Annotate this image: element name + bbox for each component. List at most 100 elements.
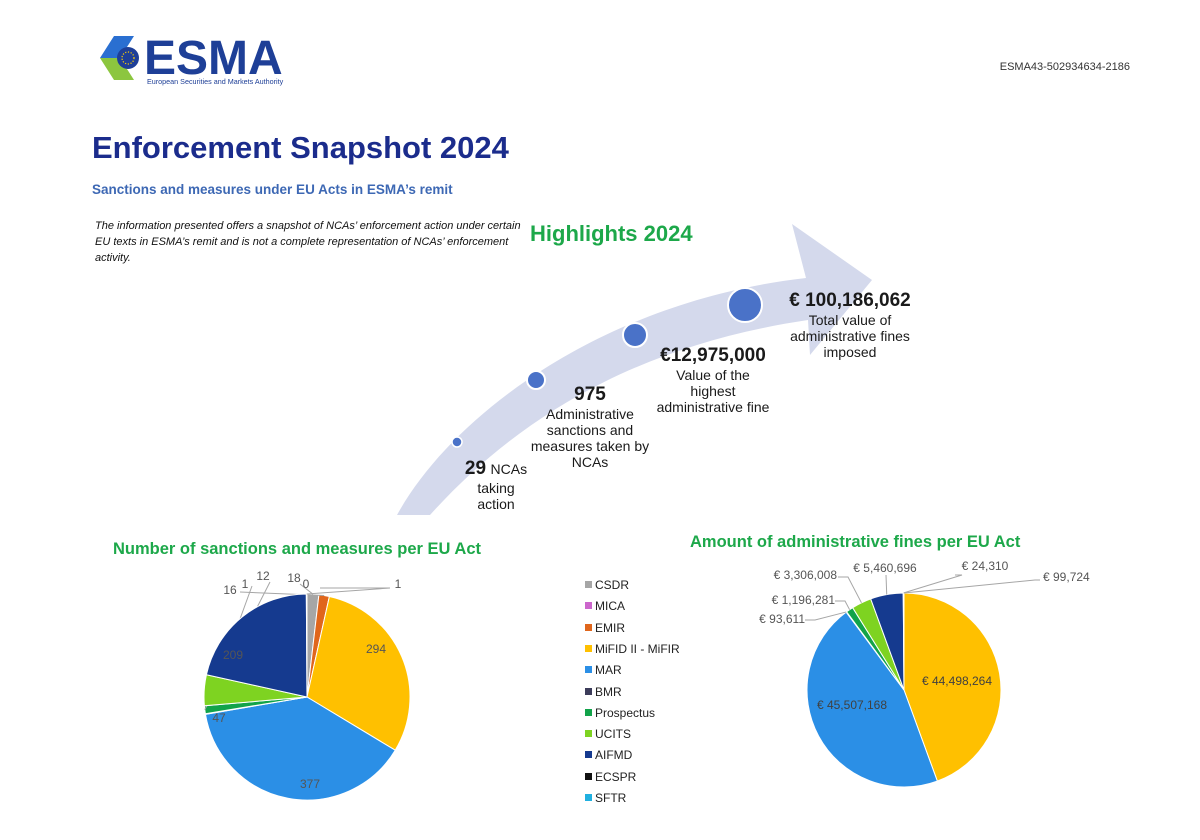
legend-swatch bbox=[585, 602, 592, 610]
highlight-total-fines-label: imposed bbox=[823, 344, 877, 360]
highlight-highest-fine-value: €12,975,000 bbox=[660, 345, 766, 366]
legend-swatch bbox=[585, 794, 592, 801]
highlight-sanctions-label: sanctions and bbox=[546, 422, 634, 438]
pie-leader-line bbox=[885, 574, 888, 595]
pie-data-label-bmr: 1 bbox=[242, 577, 249, 591]
pie-data-label-csdr: 18 bbox=[287, 571, 301, 585]
pie-slice-aifmd bbox=[205, 593, 308, 698]
pie-data-label-prospectus: 12 bbox=[256, 569, 270, 583]
legend-item-prospectus: Prospectus bbox=[585, 706, 655, 722]
legend-label: ECSPR bbox=[595, 769, 637, 784]
legend-item-ucits: UCITS bbox=[585, 727, 631, 743]
pie-data-label-aifmd: 209 bbox=[223, 648, 243, 662]
legend-item-csdr: CSDR bbox=[585, 578, 629, 594]
pie-leader-line bbox=[838, 576, 862, 604]
legend-label: EMIR bbox=[595, 620, 625, 635]
pie-data-label-mar: € 45,507,168 bbox=[817, 698, 887, 712]
legend-swatch bbox=[585, 581, 592, 588]
highlight-sanctions-label: Administrative bbox=[546, 406, 634, 422]
pie-slice-mar bbox=[204, 696, 396, 801]
highlight-highest-fine-label: administrative fine bbox=[656, 399, 770, 415]
legend-item-mifid-ii-mifir: MiFID II - MiFIR bbox=[585, 642, 680, 658]
highlight-dot-3 bbox=[622, 322, 648, 348]
highlight-ncas: 29 NCAs taking action bbox=[446, 458, 546, 512]
legend-item-bmr: BMR bbox=[585, 685, 622, 701]
pie-data-label-emir: 16 bbox=[223, 583, 237, 597]
pie-data-label-prospectus: € 1,196,281 bbox=[772, 593, 836, 607]
highlight-highest-fine: €12,975,000 Value of the highest adminis… bbox=[638, 345, 788, 415]
pie-data-label-sftr: 1 bbox=[395, 577, 402, 591]
pie-data-label-sftr: € 99,724 bbox=[1043, 570, 1090, 584]
page-subtitle: Sanctions and measures under EU Acts in … bbox=[92, 182, 453, 197]
highlight-highest-fine-label: highest bbox=[690, 383, 736, 399]
legend-label: AIFMD bbox=[595, 748, 633, 763]
highlight-dot-1 bbox=[451, 436, 463, 448]
logo-name: ESMA bbox=[144, 32, 283, 85]
highlight-sanctions-value: 975 bbox=[574, 384, 606, 405]
legend-label: MICA bbox=[595, 599, 625, 614]
legend-label: Prospectus bbox=[595, 705, 656, 720]
pie-slice-mifid-ii-mifir bbox=[903, 592, 1002, 782]
chart-sanctions-title: Number of sanctions and measures per EU … bbox=[113, 540, 481, 558]
highlight-highest-fine-label: Value of the bbox=[676, 367, 750, 383]
pie-data-label-mar: 377 bbox=[300, 777, 320, 791]
highlight-sanctions: 975 Administrative sanctions and measure… bbox=[515, 384, 665, 470]
pie-data-label-ucits: 47 bbox=[212, 711, 226, 725]
legend-label: UCITS bbox=[595, 727, 631, 742]
legend-label: CSDR bbox=[595, 578, 630, 592]
legend-item-aifmd: AIFMD bbox=[585, 748, 632, 764]
logo-subtitle: European Securities and Markets Authorit… bbox=[147, 77, 284, 86]
legend-swatch bbox=[585, 623, 592, 631]
legend-item-sftr: SFTR bbox=[585, 791, 626, 807]
highlight-ncas-label: taking bbox=[477, 480, 515, 496]
highlight-ncas-label: NCAs bbox=[490, 461, 528, 477]
pie-slice-mar bbox=[806, 611, 938, 788]
disclaimer-text: The information presented offers a snaps… bbox=[95, 220, 521, 264]
legend-item-mar: MAR bbox=[585, 663, 622, 679]
pie-data-label-ecspr: € 24,310 bbox=[962, 559, 1009, 573]
pie-data-label-bmr: € 93,611 bbox=[759, 612, 805, 626]
legend-label: MAR bbox=[595, 663, 622, 678]
highlight-total-fines: € 100,186,062 Total value of administrat… bbox=[770, 290, 930, 360]
pie-leader-line bbox=[239, 591, 325, 596]
legend-item-ecspr: ECSPR bbox=[585, 770, 636, 786]
pie-leader-line bbox=[805, 611, 847, 621]
highlight-sanctions-label: NCAs bbox=[571, 454, 609, 470]
highlight-ncas-value: 29 bbox=[464, 458, 487, 479]
esma-logo: ESMA European Securities and Markets Aut… bbox=[100, 32, 284, 86]
legend-label: BMR bbox=[595, 684, 622, 699]
legend-swatch bbox=[585, 666, 592, 674]
highlights-title: Highlights 2024 bbox=[530, 221, 693, 246]
legend-swatch bbox=[585, 644, 592, 652]
esma-logo-mark bbox=[100, 36, 139, 80]
legend-item-emir: EMIR bbox=[585, 621, 625, 637]
highlight-total-fines-label: administrative fines bbox=[790, 328, 910, 344]
pie-data-label-mica: 0 bbox=[303, 577, 310, 591]
highlight-dot-4 bbox=[727, 287, 763, 323]
pie-leader-line bbox=[903, 579, 1040, 594]
legend-swatch bbox=[585, 730, 592, 738]
pie-data-label-aifmd: € 5,460,696 bbox=[853, 561, 917, 575]
pie-data-label-mifid-ii-mifir: € 44,498,264 bbox=[922, 674, 992, 688]
page-title: Enforcement Snapshot 2024 bbox=[92, 130, 509, 165]
pie-data-label-mifid-ii-mifir: 294 bbox=[366, 642, 386, 656]
legend-swatch bbox=[585, 708, 592, 716]
pie-leader-line bbox=[306, 587, 391, 595]
highlight-ncas-label: action bbox=[477, 496, 515, 512]
pie-slice-sftr bbox=[902, 592, 905, 691]
legend-item-mica: MICA bbox=[585, 599, 625, 615]
highlight-total-fines-value: € 100,186,062 bbox=[789, 290, 911, 311]
pie-slice-mifid-ii-mifir bbox=[306, 595, 411, 751]
pie-data-label-ucits: € 3,306,008 bbox=[774, 568, 838, 582]
legend-label: MiFID II - MiFIR bbox=[595, 641, 680, 656]
legend-label: SFTR bbox=[595, 791, 627, 805]
highlight-sanctions-label: measures taken by bbox=[530, 438, 650, 454]
highlight-dot-2 bbox=[526, 370, 546, 390]
pie-leader-line bbox=[299, 583, 314, 595]
legend-swatch bbox=[585, 751, 592, 759]
legend-swatch bbox=[585, 687, 592, 695]
highlight-total-fines-label: Total value of bbox=[808, 312, 892, 328]
